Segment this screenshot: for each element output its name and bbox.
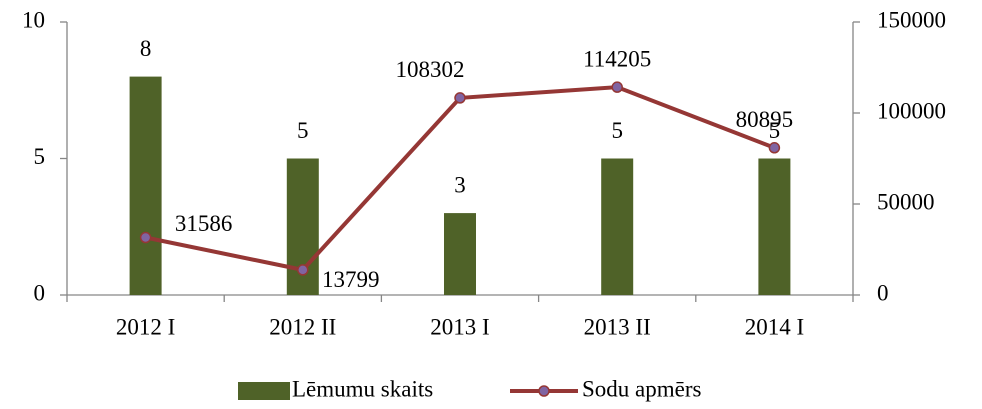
y2-tick-label: 0 — [877, 280, 889, 305]
y2-tick-label: 150000 — [877, 7, 946, 32]
line-label: 13799 — [322, 267, 380, 292]
y2-tick-label: 100000 — [877, 98, 946, 123]
bar — [601, 158, 634, 295]
line-label: 80895 — [736, 107, 794, 132]
line-label: 114205 — [583, 46, 651, 71]
x-tick-label: 2012 I — [116, 314, 175, 339]
y-tick-label: 5 — [34, 144, 46, 169]
marker — [611, 81, 623, 93]
line-label: 31586 — [175, 211, 233, 236]
y-tick-label: 0 — [34, 280, 46, 305]
marker — [139, 231, 152, 244]
bar — [758, 158, 791, 295]
bar-label: 5 — [769, 118, 781, 143]
legend-swatch — [238, 382, 290, 400]
y2-tick-label: 50000 — [877, 189, 935, 214]
line-label: 108302 — [396, 57, 465, 82]
bar-label: 5 — [611, 118, 623, 143]
legend-marker — [538, 385, 550, 397]
bar — [129, 76, 162, 295]
legend-label: Sodu apmērs — [582, 376, 702, 401]
marker — [454, 92, 466, 104]
marker — [297, 264, 309, 276]
x-tick-label: 2014 I — [745, 314, 804, 339]
legend-label: Lēmumu skaits — [292, 376, 433, 401]
bar-label: 5 — [297, 118, 309, 143]
bar-label: 3 — [454, 172, 466, 197]
bar-label: 8 — [140, 36, 152, 61]
bar — [444, 213, 476, 295]
x-tick-label: 2013 II — [584, 314, 651, 339]
marker — [768, 142, 781, 154]
x-tick-label: 2012 II — [269, 314, 336, 339]
y-tick-label: 10 — [22, 7, 45, 32]
x-tick-label: 2013 I — [430, 314, 489, 339]
